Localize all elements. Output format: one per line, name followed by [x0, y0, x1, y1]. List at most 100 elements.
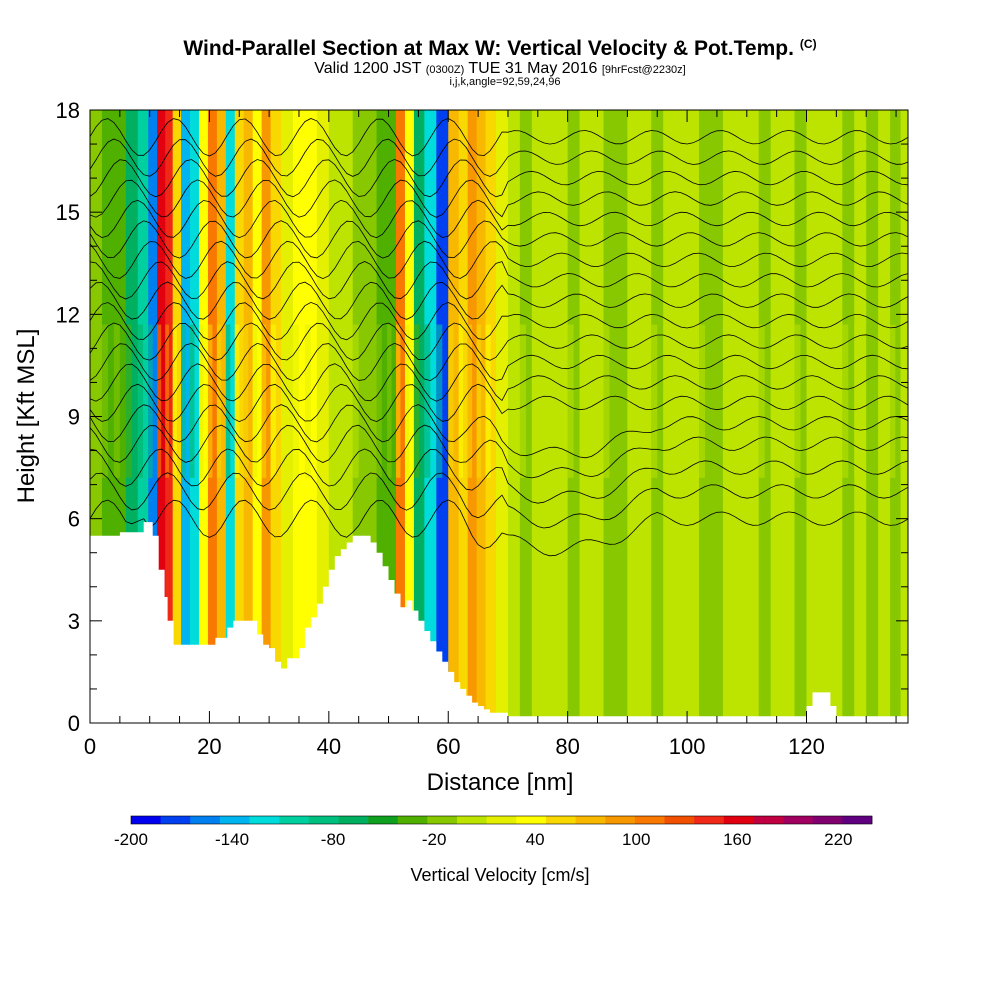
- theta-contour: [90, 383, 908, 423]
- velocity-column: [543, 110, 557, 723]
- velocity-cell: [734, 324, 741, 478]
- velocity-cell: [281, 324, 288, 478]
- velocity-cell: [794, 324, 801, 478]
- y-tick-label: 12: [56, 302, 80, 327]
- velocity-cell: [137, 324, 143, 478]
- x-tick-label: 80: [555, 734, 579, 759]
- velocity-column: [270, 110, 282, 723]
- velocity-cell: [878, 324, 885, 478]
- subtitle-forecast: [9hrFcst@2230z]: [601, 64, 686, 76]
- velocity-cell: [396, 324, 401, 478]
- colorbar-swatch: [279, 816, 310, 824]
- velocity-column: [531, 110, 545, 723]
- theta-contour: [90, 404, 908, 459]
- velocity-column: [157, 110, 166, 723]
- colorbar-tick-label: 220: [824, 830, 852, 849]
- theta-contour: [90, 261, 908, 300]
- velocity-column: [207, 110, 218, 723]
- velocity-column: [830, 110, 843, 723]
- velocity-cell: [687, 324, 694, 478]
- terrain-mask: [90, 522, 908, 723]
- subtitle-valid: Valid 1200 JST: [314, 60, 426, 77]
- velocity-cell: [485, 324, 491, 478]
- velocity-cell: [627, 324, 634, 478]
- velocity-cell: [476, 324, 482, 478]
- colorbar-swatch: [545, 816, 576, 824]
- velocity-column: [436, 110, 449, 723]
- velocity-cell: [364, 324, 371, 478]
- x-tick-label: 60: [436, 734, 460, 759]
- velocity-cell: [316, 324, 323, 478]
- velocity-cell: [125, 324, 132, 478]
- colorbar-swatch: [427, 816, 458, 824]
- velocity-column: [165, 110, 174, 723]
- colorbar-tick-label: -20: [422, 830, 447, 849]
- velocity-column: [758, 110, 772, 723]
- velocity-cell: [818, 324, 825, 478]
- colorbar-swatch: [190, 816, 221, 824]
- velocity-column: [794, 110, 808, 723]
- velocity-cell: [890, 324, 896, 478]
- title-mark: (C): [799, 37, 817, 51]
- theta-contour: [90, 199, 908, 239]
- velocity-column: [746, 110, 760, 723]
- velocity-cell: [782, 324, 789, 478]
- velocity-column: [261, 110, 272, 723]
- velocity-column: [651, 110, 664, 723]
- velocity-cell: [404, 324, 410, 478]
- theta-contour: [90, 322, 908, 361]
- velocity-column: [476, 110, 487, 723]
- colorbar-swatch: [160, 816, 191, 824]
- colorbar-swatch: [368, 816, 399, 824]
- y-tick-label: 9: [68, 405, 80, 430]
- velocity-cell: [328, 324, 335, 478]
- velocity-cell: [376, 324, 382, 478]
- colorbar-swatch: [486, 816, 517, 824]
- colorbar-swatch: [634, 816, 665, 824]
- colorbar-swatch: [457, 816, 487, 824]
- velocity-cell: [770, 324, 777, 478]
- velocity-cell: [710, 324, 717, 478]
- colorbar-swatch: [338, 816, 369, 824]
- velocity-cell: [615, 324, 622, 478]
- velocity-cell: [806, 324, 813, 478]
- theta-contour: [90, 448, 908, 504]
- velocity-column: [181, 110, 191, 723]
- theta-contour: [90, 158, 908, 198]
- velocity-column: [519, 110, 533, 723]
- theta-contour: [90, 424, 908, 479]
- theta-contour: [90, 281, 908, 320]
- velocity-cell: [207, 324, 213, 478]
- velocity-cell: [675, 324, 682, 478]
- velocity-field: [90, 110, 908, 723]
- colorbar-tick-label: 40: [526, 830, 545, 849]
- colorbar-tick-label: -200: [114, 830, 148, 849]
- velocity-column: [396, 110, 406, 723]
- colorbar-tick-label: 100: [622, 830, 650, 849]
- colorbar-tick-label: -140: [215, 830, 249, 849]
- velocity-cell: [758, 324, 765, 478]
- x-tick-label: 0: [84, 734, 96, 759]
- velocity-column: [252, 110, 263, 723]
- velocity-cell: [190, 324, 195, 478]
- x-axis-label: Distance [nm]: [427, 769, 574, 796]
- velocity-cell: [722, 324, 729, 478]
- velocity-column: [555, 110, 569, 723]
- colorbar-swatch: [842, 816, 873, 824]
- velocity-cell: [555, 324, 562, 478]
- velocity-cell: [216, 324, 222, 478]
- velocity-cell: [293, 324, 299, 478]
- velocity-column: [376, 110, 388, 723]
- velocity-column: [806, 110, 820, 723]
- colorbar-swatch: [575, 816, 606, 824]
- velocity-column: [485, 110, 497, 723]
- chart-subtitle: Valid 1200 JST (0300Z) TUE 31 May 2016 […: [0, 60, 1000, 78]
- velocity-cell: [413, 324, 420, 478]
- velocity-cell: [352, 324, 359, 478]
- y-tick-label: 6: [68, 507, 80, 532]
- theta-contour: [90, 499, 908, 557]
- y-axis-label: Height [Kft MSL]: [13, 329, 40, 504]
- y-tick-label: 3: [68, 609, 80, 634]
- velocity-cell: [567, 324, 574, 478]
